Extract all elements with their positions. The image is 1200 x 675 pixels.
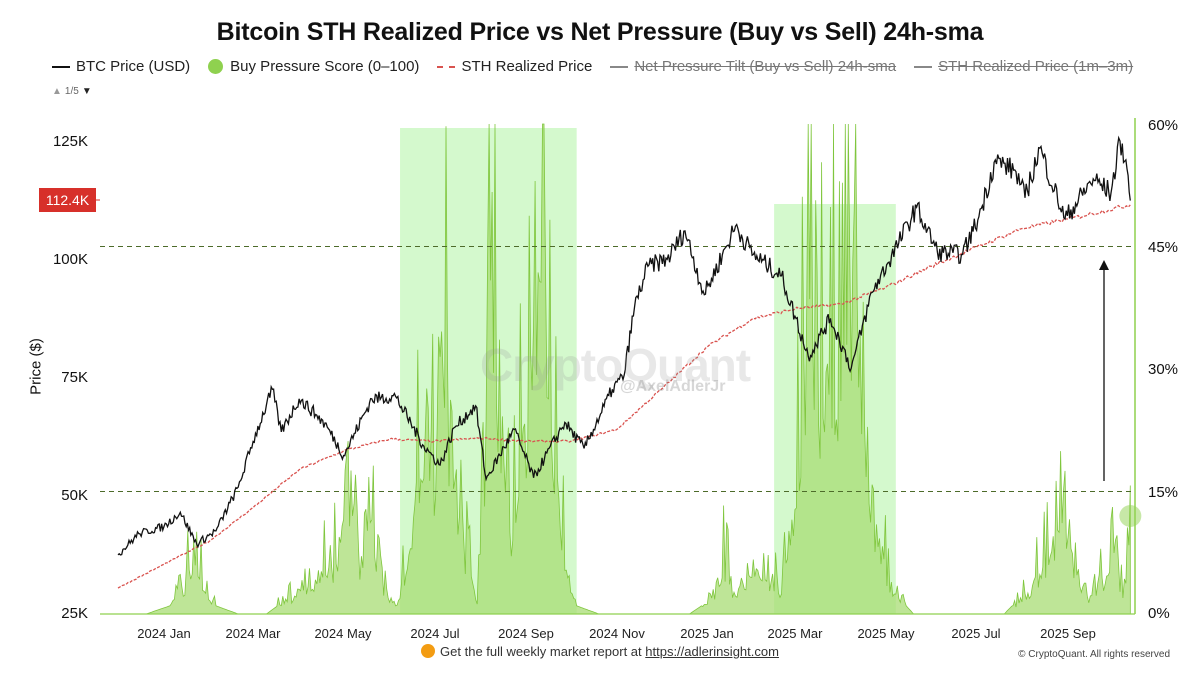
y2-tick-label: 0% — [1148, 605, 1170, 622]
watermark-handle: @AxelAdlerJr — [620, 378, 726, 395]
watermark: CryptoQuant — [480, 339, 751, 391]
y-tick-label: 100K — [52, 251, 88, 268]
footer: Get the full weekly market report at htt… — [0, 644, 1200, 659]
legend-pager: ▲ 1/5 ▼ — [52, 86, 92, 97]
dot-swatch-icon — [208, 59, 224, 74]
arrow-head-icon — [1099, 260, 1109, 270]
line-swatch-icon — [914, 65, 933, 68]
x-tick-label: 2024 Mar — [225, 626, 281, 641]
x-tick-label: 2025 Jul — [951, 626, 1001, 641]
btc-price-line — [117, 135, 1131, 556]
legend-item-net-pressure[interactable]: Net Pressure Tilt (Buy vs Sell) 24h-sma — [610, 58, 896, 75]
coin-icon — [421, 644, 436, 658]
legend: BTC Price (USD) Buy Pressure Score (0–10… — [52, 58, 1151, 75]
current-price-badge: 112.4K — [39, 188, 96, 212]
y2-tick-label: 30% — [1148, 361, 1179, 378]
x-tick-label: 2024 Sep — [498, 626, 554, 641]
dashed-swatch-icon — [437, 65, 456, 68]
legend-label: BTC Price (USD) — [76, 58, 191, 75]
y-tick-label: 50K — [61, 487, 88, 504]
y-tick-label: 25K — [61, 605, 88, 622]
sth-realized-line — [117, 204, 1131, 589]
x-tick-label: 2025 Jan — [680, 626, 734, 641]
x-tick-label: 2025 May — [857, 626, 915, 641]
y-tick-label: 75K — [61, 369, 88, 386]
legend-item-btc-price[interactable]: BTC Price (USD) — [52, 58, 190, 75]
legend-item-buy-pressure[interactable]: Buy Pressure Score (0–100) — [208, 58, 419, 75]
current-score-marker — [1119, 505, 1142, 527]
y2-tick-label: 60% — [1148, 117, 1179, 134]
footer-text: Get the full weekly market report at — [440, 644, 642, 659]
pager-down-icon[interactable]: ▼ — [81, 86, 92, 97]
legend-item-sth-1m3m[interactable]: STH Realized Price (1m–3m) — [914, 58, 1133, 75]
x-tick-label: 2024 May — [314, 626, 372, 641]
chart-title: Bitcoin STH Realized Price vs Net Pressu… — [216, 18, 984, 46]
copyright: © CryptoQuant. All rights reserved — [1018, 649, 1170, 660]
line-swatch-icon — [610, 65, 629, 68]
legend-item-sth-realized[interactable]: STH Realized Price — [437, 58, 592, 75]
x-tick-label: 2025 Sep — [1040, 626, 1096, 641]
legend-label: Net Pressure Tilt (Buy vs Sell) 24h-sma — [634, 58, 897, 75]
legend-label: STH Realized Price — [461, 58, 593, 75]
y-tick-label: 125K — [52, 133, 88, 150]
x-tick-label: 2024 Nov — [589, 626, 645, 641]
legend-label: STH Realized Price (1m–3m) — [938, 58, 1134, 75]
y2-tick-label: 15% — [1148, 484, 1179, 501]
footer-link[interactable]: https://adlerinsight.com — [645, 644, 779, 659]
line-swatch-icon — [52, 65, 70, 68]
legend-label: Buy Pressure Score (0–100) — [230, 58, 420, 75]
pager-up-icon[interactable]: ▲ — [52, 86, 62, 97]
y2-tick-label: 45% — [1148, 239, 1179, 256]
pager-label: 1/5 — [64, 86, 79, 97]
x-tick-label: 2025 Mar — [767, 626, 823, 641]
x-tick-label: 2024 Jul — [410, 626, 460, 641]
x-tick-label: 2024 Jan — [137, 626, 191, 641]
